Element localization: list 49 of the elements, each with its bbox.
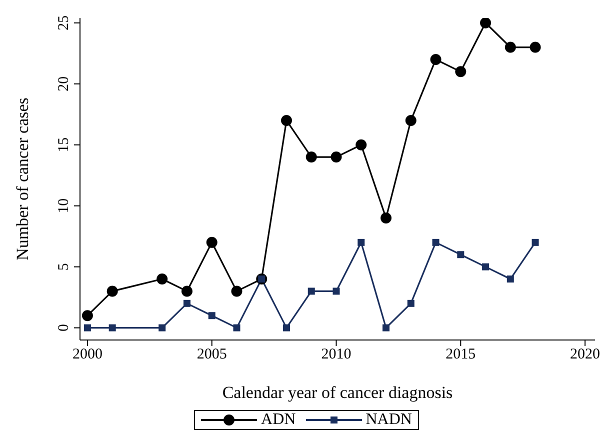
point	[432, 238, 440, 246]
point	[306, 152, 317, 163]
point	[183, 300, 190, 307]
x-tick-label: 2020	[570, 346, 600, 363]
y-tick-label: 20	[56, 76, 72, 92]
point	[332, 288, 340, 295]
legend-label: ADN	[261, 411, 296, 429]
point	[181, 286, 192, 297]
x-tick-label: 2015	[446, 346, 476, 363]
point	[407, 300, 414, 307]
point	[82, 310, 93, 322]
point	[208, 312, 216, 320]
point	[106, 286, 118, 297]
legend-label: NADN	[366, 411, 412, 429]
point	[356, 139, 367, 150]
point	[530, 42, 541, 53]
x-axis-title: Calendar year of cancer diagnosis	[222, 383, 453, 402]
point	[358, 238, 365, 246]
point	[482, 263, 490, 270]
point	[308, 288, 315, 295]
point	[330, 152, 342, 163]
x-tick-label: 2005	[196, 346, 227, 363]
point	[108, 324, 116, 332]
x-tick-label: 2010	[321, 346, 352, 363]
point	[455, 66, 466, 78]
point	[231, 286, 242, 297]
x-tick-label: 2000	[72, 346, 102, 363]
point	[480, 18, 492, 28]
point	[506, 276, 514, 283]
y-tick-label: 0	[56, 324, 72, 332]
point	[158, 324, 166, 332]
point	[206, 236, 218, 248]
y-tick-label: 15	[56, 137, 72, 152]
point	[532, 238, 539, 246]
point	[457, 251, 464, 258]
point	[380, 212, 392, 224]
point	[156, 274, 168, 285]
point	[283, 324, 290, 332]
y-tick-label: 10	[56, 198, 72, 214]
point	[504, 42, 516, 53]
y-tick-label: 5	[56, 263, 72, 271]
point	[382, 324, 390, 332]
point	[430, 54, 442, 65]
y-tick-label: 25	[56, 15, 72, 30]
point	[405, 114, 416, 126]
point	[84, 324, 91, 332]
y-axis-title: Number of cancer cases	[13, 98, 32, 260]
point	[233, 324, 240, 332]
point	[281, 114, 292, 126]
